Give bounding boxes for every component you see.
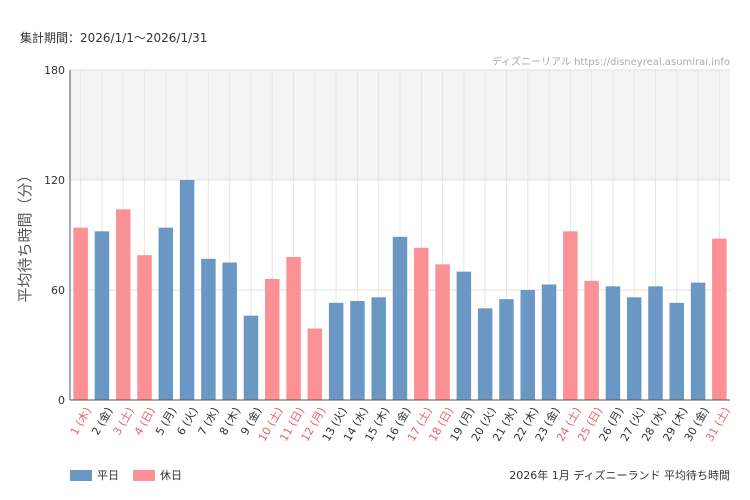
legend: 平日 休日 xyxy=(70,467,182,483)
legend-swatch-weekday xyxy=(70,469,92,481)
bar xyxy=(350,301,365,400)
y-tick-label: 120 xyxy=(44,174,65,187)
bar xyxy=(584,280,599,400)
legend-item-holiday[interactable]: 休日 xyxy=(133,467,182,483)
legend-label-holiday: 休日 xyxy=(160,469,182,482)
bar xyxy=(435,264,450,400)
bar xyxy=(626,297,642,400)
bar xyxy=(541,284,557,400)
bar xyxy=(179,180,195,400)
bar xyxy=(307,328,323,400)
bar xyxy=(563,231,578,400)
bar xyxy=(286,257,301,400)
chart-caption: 2026年 1月 ディズニーランド 平均待ち時間 xyxy=(509,469,730,482)
bar xyxy=(605,286,621,400)
legend-swatch-holiday xyxy=(133,469,155,481)
y-tick-label: 180 xyxy=(44,64,65,77)
bar xyxy=(414,247,429,400)
source-credit: ディズニーリアル https://disneyreal.asumirai.inf… xyxy=(491,57,730,68)
y-tick-label: 60 xyxy=(51,284,65,297)
bar xyxy=(392,236,408,400)
bar xyxy=(328,302,344,400)
bar xyxy=(243,315,259,400)
bar xyxy=(94,231,110,400)
bar xyxy=(371,297,386,400)
period-label: 集計期間：2026/1/1～2026/1/31 xyxy=(20,31,208,45)
bar xyxy=(712,238,727,400)
bar xyxy=(158,227,174,400)
bar xyxy=(201,258,216,400)
y-tick-label: 0 xyxy=(58,394,65,407)
bar xyxy=(648,286,663,400)
legend-item-weekday[interactable]: 平日 xyxy=(70,467,119,483)
legend-label-weekday: 平日 xyxy=(97,469,119,482)
bar xyxy=(669,302,685,400)
bar xyxy=(115,209,131,400)
bar xyxy=(520,290,535,400)
bar xyxy=(137,255,152,400)
bar xyxy=(477,308,493,400)
bar xyxy=(73,227,88,400)
bar xyxy=(690,282,706,400)
y-axis-title: 平均待ち時間（分） xyxy=(16,167,34,302)
bar xyxy=(265,279,280,400)
bar xyxy=(499,299,514,400)
bar xyxy=(222,262,237,400)
bar xyxy=(456,271,472,400)
